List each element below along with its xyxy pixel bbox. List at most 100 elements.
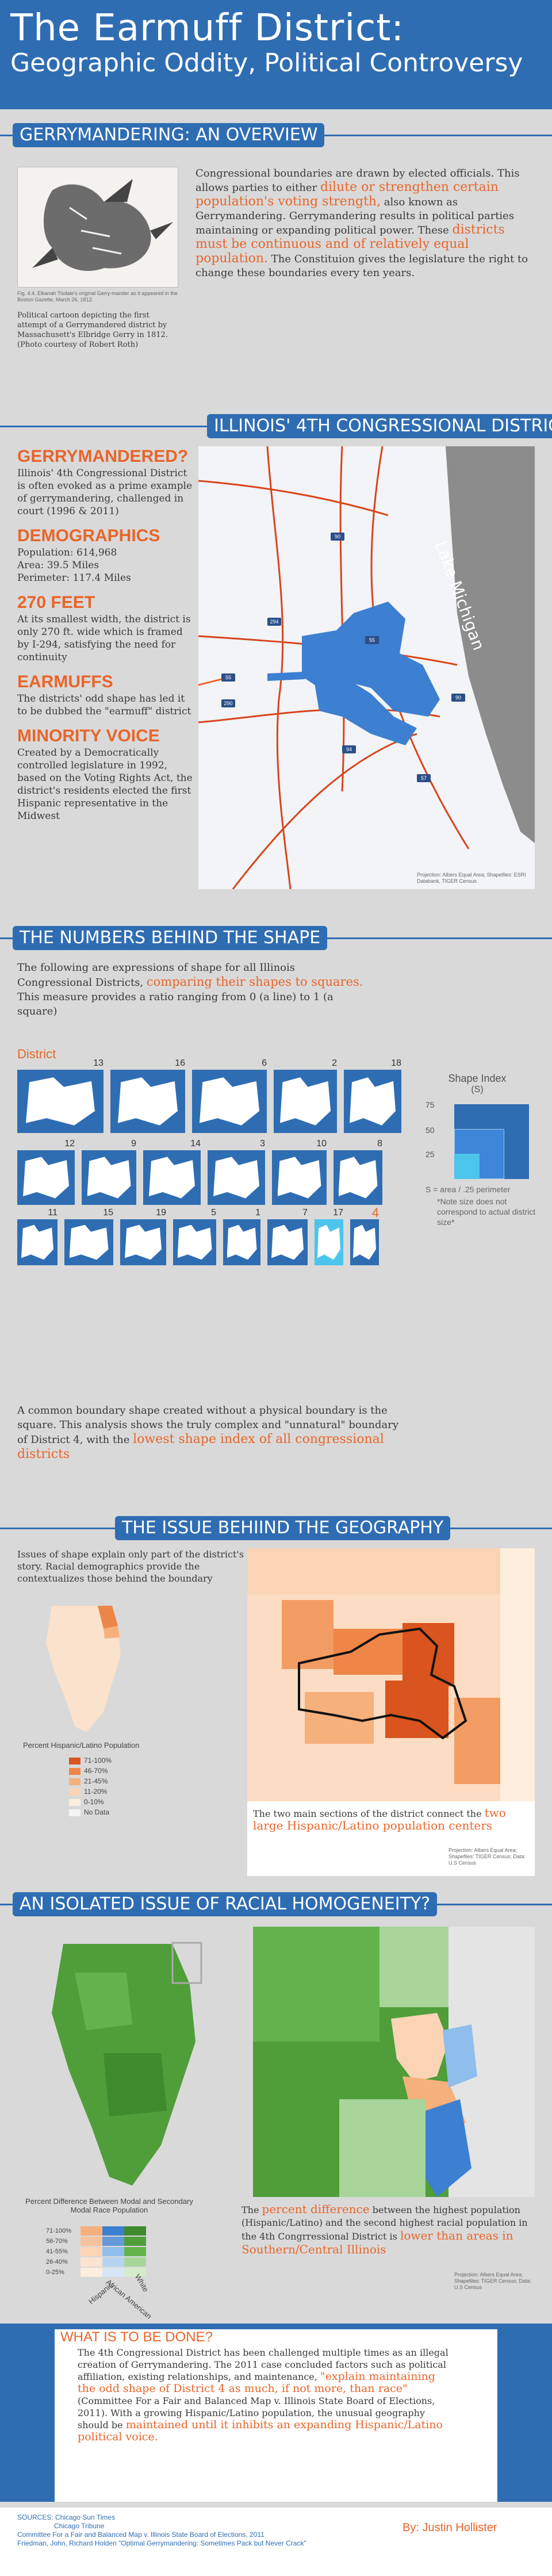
race-legend-swatch xyxy=(80,2268,102,2277)
section-band-numbers: THE NUMBERS BEHIND THE SHAPE xyxy=(0,926,552,950)
section-geography: Issues of shape explain only part of the… xyxy=(0,1548,552,1888)
district-shape xyxy=(26,1077,95,1126)
hispanic-legend: 71-100% 46-70% 21-45% 11-20% 0-10% No Data xyxy=(69,1755,112,1817)
race-legend-row: 56-70% xyxy=(46,2236,146,2246)
district-tile-number: 10 xyxy=(316,1139,327,1149)
geography-caption: The two main sections of the district co… xyxy=(253,1807,529,1832)
index-square-25 xyxy=(454,1154,480,1179)
footer: SOURCES: Chicago Sun Times Chicago Tribu… xyxy=(0,2508,552,2576)
district-tile: 14 xyxy=(143,1150,201,1205)
district-tile-number: 8 xyxy=(377,1139,382,1149)
district-shape xyxy=(271,1225,304,1260)
district-shape xyxy=(317,1225,340,1260)
section-homogeneity: Percent Difference Between Modal and Sec… xyxy=(0,1927,552,2352)
illinois-hispanic-map xyxy=(40,1603,126,1735)
district-tile: 13 xyxy=(17,1070,103,1133)
legend-swatch xyxy=(69,1768,80,1775)
district-shape xyxy=(213,1157,259,1198)
section-band-district: ILLINOIS' 4TH CONGRESSIONAL DISTRICT xyxy=(0,414,552,438)
hispanic-legend-item: No Data xyxy=(69,1807,112,1817)
race-legend-swatch xyxy=(102,2257,124,2267)
race-legend-swatch xyxy=(80,2247,102,2256)
fact-heading-270-feet: 270 FEET xyxy=(17,592,195,613)
shape-index-legend: Shape Index (S) 75 50 25 S = area / .25 … xyxy=(414,1073,540,1095)
legend-swatch xyxy=(69,1809,80,1816)
legend-swatch xyxy=(69,1778,80,1785)
district-tile-number: 13 xyxy=(93,1058,103,1069)
race-legend-row: 41-55% xyxy=(46,2246,146,2257)
district-tile-number: 17 xyxy=(333,1208,343,1218)
district-tile: 19 xyxy=(120,1219,166,1265)
district-tile: 6 xyxy=(192,1070,267,1133)
district-shape xyxy=(125,1225,162,1260)
district-tile: 9 xyxy=(82,1150,136,1205)
district-shape xyxy=(70,1225,109,1260)
race-legend-swatch xyxy=(102,2247,124,2256)
section-district: GERRYMANDERED? Illinois' 4th Congression… xyxy=(0,446,552,918)
district-tile-number: 2 xyxy=(332,1058,337,1069)
race-legend: 71-100% 56-70% 41-55% 26-40% 0-25% xyxy=(46,2226,146,2278)
section-overview: Fig. 4.4. Elkanah Tisdale's original Ger… xyxy=(0,167,552,397)
district-shape xyxy=(339,1157,378,1198)
district-tile: 10 xyxy=(272,1150,327,1205)
race-legend-swatch xyxy=(124,2247,146,2256)
cartoon-caption: Fig. 4.4. Elkanah Tisdale's original Ger… xyxy=(17,290,178,303)
district-map: Lake Michigan Projection: Albers Equal A… xyxy=(198,446,535,889)
numbers-intro: The following are expressions of shape f… xyxy=(17,960,368,1019)
legend-label: 0-10% xyxy=(84,1798,104,1806)
district-tile-number: 11 xyxy=(48,1208,57,1218)
legend-label: No Data xyxy=(84,1808,109,1816)
district-tile: 8 xyxy=(334,1150,382,1205)
district-tile: 15 xyxy=(64,1219,113,1265)
district-shape xyxy=(278,1157,321,1198)
race-legend-swatch xyxy=(124,2257,146,2267)
district-4-shape-bridge xyxy=(267,672,305,681)
hispanic-legend-item: 46-70% xyxy=(69,1766,112,1776)
race-legend-swatch xyxy=(124,2237,146,2246)
conclusion-box: WHAT IS TO BE DONE? The 4th Congressiona… xyxy=(55,2329,497,2502)
hispanic-detail-map: The two main sections of the district co… xyxy=(247,1548,535,1876)
district-tile: 5 xyxy=(173,1219,216,1265)
district-tile-number: 3 xyxy=(260,1139,265,1149)
hispanic-legend-title: Percent Hispanic/Latino Population xyxy=(23,1741,218,1750)
district-shape xyxy=(23,1157,69,1198)
fact-heading-minority-voice: MINORITY VOICE xyxy=(17,726,195,747)
cartoon-credit: Political cartoon depicting the first at… xyxy=(17,311,172,350)
hispanic-legend-item: 71-100% xyxy=(69,1755,112,1766)
legend-swatch xyxy=(69,1758,80,1764)
district-tile: 4 xyxy=(350,1219,379,1265)
district-tile: 1 xyxy=(223,1219,260,1265)
race-legend-swatch xyxy=(124,2226,146,2236)
district-label: District xyxy=(17,1047,56,1062)
fact-heading-earmuffs: EARMUFFS xyxy=(17,672,195,692)
district-tile-number: 5 xyxy=(211,1208,216,1218)
page-subtitle: Geographic Oddity, Political Controversy xyxy=(10,48,542,78)
race-legend-swatch xyxy=(102,2237,124,2246)
fact-heading-demographics: DEMOGRAPHICS xyxy=(17,526,195,546)
hispanic-legend-item: 11-20% xyxy=(69,1786,112,1797)
byline: By: Justin Hollister xyxy=(402,2521,497,2535)
sources: SOURCES: Chicago Sun Times Chicago Tribu… xyxy=(17,2513,362,2548)
race-legend-label: 41-55% xyxy=(46,2246,80,2257)
numbers-closing: A common boundary shape created without … xyxy=(17,1403,408,1462)
conclusion-text: The 4th Congressional District has been … xyxy=(78,2347,451,2443)
district-tile-number: 9 xyxy=(131,1139,136,1149)
district-facts: GERRYMANDERED? Illinois' 4th Congression… xyxy=(17,446,195,822)
race-legend-label: 71-100% xyxy=(46,2226,80,2236)
district-tile: 3 xyxy=(208,1150,265,1205)
legend-label: 46-70% xyxy=(84,1767,108,1775)
district-tile-number: 18 xyxy=(391,1058,401,1069)
legend-label: 11-20% xyxy=(84,1787,107,1796)
race-detail-map xyxy=(253,1927,535,2197)
district-tile: 2 xyxy=(274,1070,337,1133)
pointer-arrow xyxy=(198,679,221,685)
district-tile: 7 xyxy=(267,1219,308,1265)
homogeneity-text: The percent difference between the highe… xyxy=(241,2203,535,2257)
district-tile-number: 16 xyxy=(175,1058,185,1069)
hispanic-legend-item: 0-10% xyxy=(69,1797,112,1807)
section-band-homogeneity: AN ISOLATED ISSUE OF RACIAL HOMOGENEITY? xyxy=(0,1892,552,1916)
district-shape xyxy=(200,1077,259,1126)
district-tile-number: 4 xyxy=(372,1205,379,1220)
district-shape xyxy=(87,1157,131,1198)
district-tile-number: 12 xyxy=(64,1139,75,1149)
